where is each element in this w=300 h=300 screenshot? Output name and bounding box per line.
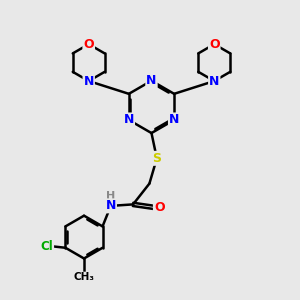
Text: O: O	[154, 201, 164, 214]
Text: N: N	[146, 74, 157, 87]
Text: S: S	[152, 152, 161, 165]
Text: N: N	[209, 74, 219, 88]
Text: O: O	[83, 38, 94, 51]
Text: N: N	[169, 113, 179, 127]
Text: O: O	[209, 38, 220, 51]
Text: Cl: Cl	[40, 240, 53, 253]
Text: N: N	[83, 74, 94, 88]
Text: CH₃: CH₃	[74, 272, 94, 282]
Text: H: H	[106, 191, 115, 201]
Text: N: N	[124, 113, 134, 127]
Text: N: N	[106, 200, 116, 212]
